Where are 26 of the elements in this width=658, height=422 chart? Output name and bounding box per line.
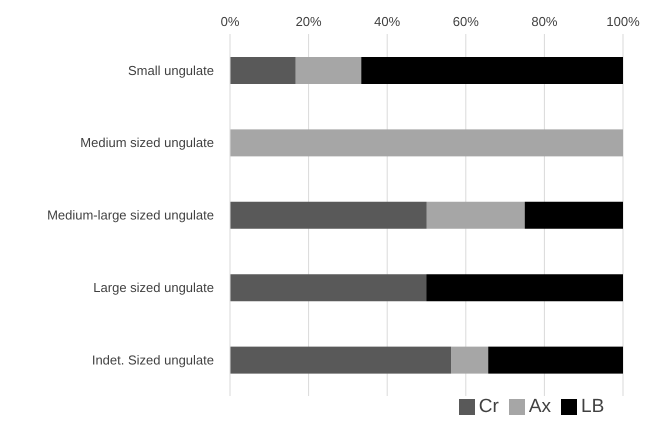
x-tick-label: 60% <box>452 14 480 29</box>
bar <box>230 129 623 156</box>
bar <box>488 346 623 374</box>
x-tick-label: 80% <box>531 14 558 29</box>
legend-label: Cr <box>478 396 499 417</box>
bar <box>230 346 452 374</box>
bar <box>230 274 426 302</box>
bar <box>230 57 296 84</box>
bar <box>524 202 623 229</box>
x-tick-label: 0% <box>220 14 240 29</box>
bar <box>426 274 623 302</box>
legend-label: Ax <box>528 396 551 417</box>
y-tick-label: Medium-large sized ungulate <box>47 208 214 223</box>
y-tick-label: Large sized ungulate <box>93 280 214 296</box>
bar <box>426 202 525 229</box>
legend-label: LB <box>581 396 604 417</box>
x-tick-label: 100% <box>606 14 640 29</box>
x-tick-label: 20% <box>296 14 322 29</box>
y-tick-label: Indet. Sized ungulate <box>92 352 214 368</box>
bar <box>451 346 488 374</box>
y-tick-label: Small ungulate <box>128 62 214 78</box>
bar <box>230 202 426 229</box>
bar <box>361 57 623 84</box>
x-tick-label: 40% <box>374 14 401 29</box>
y-tick-label: Medium sized ungulate <box>80 135 214 150</box>
bar <box>296 57 362 84</box>
